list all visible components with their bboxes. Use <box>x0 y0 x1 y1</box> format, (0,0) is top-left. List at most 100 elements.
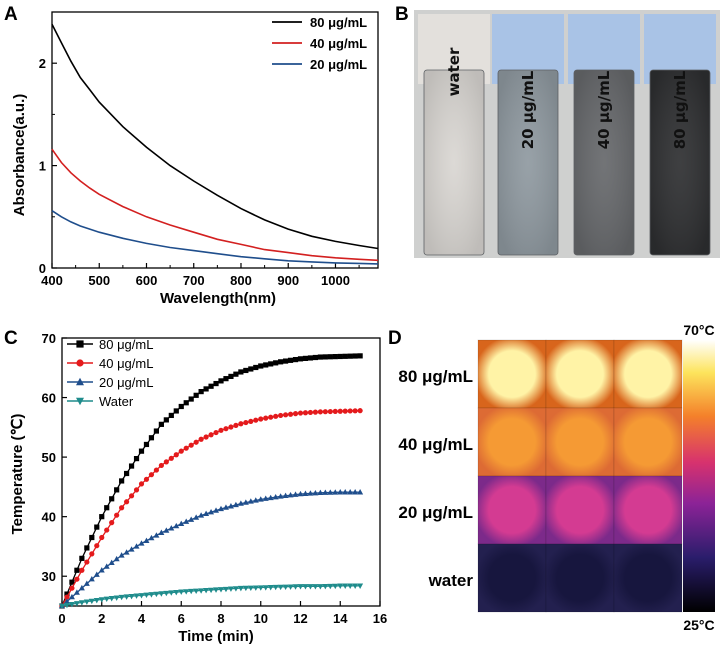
chart-c-series-3-point <box>78 600 85 606</box>
chart-c-series-3-point <box>357 583 364 589</box>
chart-c-series-0-point <box>178 403 184 410</box>
chart-a-legend-label: 80 μg/mL <box>310 15 367 30</box>
chart-c-series-3-point <box>247 585 254 592</box>
chart-c-series-1-point <box>203 434 209 440</box>
chart-c-series-2-point <box>78 584 85 591</box>
colorbar-min-label: 25°C <box>683 617 714 633</box>
chart-c-series-1-point <box>218 427 224 433</box>
vial-2-label: 40 μg/mL <box>595 70 613 149</box>
chart-c-legend-marker <box>76 397 84 406</box>
chart-c-series-3-point <box>312 584 319 590</box>
chart-c-series-3-point <box>262 585 269 591</box>
chart-c-series-2-point <box>332 489 339 495</box>
chart-c-series-2-point <box>113 555 120 562</box>
chart-c-series-1-point <box>193 439 199 445</box>
chart-c-series-2-point <box>292 491 299 497</box>
chart-c-series-3-point <box>347 583 354 589</box>
chart-c-series-1-point <box>282 412 289 418</box>
chart-c-series-2-point <box>337 489 344 495</box>
chart-c-series-1-point <box>148 472 155 478</box>
chart-c-series-1-point <box>104 527 110 533</box>
chart-c-series-0-point <box>138 448 145 454</box>
chart-c-legend-label: Water <box>99 394 134 409</box>
chart-c-series-0-point <box>203 386 209 392</box>
chart-c-series-0-point <box>253 364 259 371</box>
chart-c-series-0-point <box>153 428 160 434</box>
chart-c-series-0-point <box>148 435 155 441</box>
chart-c-series-1-point <box>168 455 174 461</box>
chart-c-xtick-label: 6 <box>178 611 185 626</box>
chart-c-series-0-point <box>292 356 299 363</box>
chart-c-series-1-point <box>273 413 279 419</box>
chart-c-series-1-point <box>302 410 309 416</box>
vial-1-label: 20 μg/mL <box>519 70 537 149</box>
chart-c-ytick-label: 50 <box>42 450 56 465</box>
chart-c-series-3-point <box>277 584 284 591</box>
chart-a-xtick-label: 900 <box>277 273 299 288</box>
chart-c-series-2-point <box>118 552 125 558</box>
chart-c-series-1-point <box>342 408 348 414</box>
chart-c-ylabel: Temperature (℃) <box>9 414 26 535</box>
chart-a-series-1 <box>51 148 379 262</box>
chart-c-xtick-label: 0 <box>58 611 65 626</box>
chart-c-series-0-point <box>243 367 249 374</box>
chart-c-series-3-point <box>68 602 75 608</box>
panel-d-thermal-image: 70°C 25°C 80 μg/mL 40 μg/mL 20 μg/mL water <box>398 322 715 633</box>
chart-c-series-3-point <box>282 584 289 590</box>
chart-c-series-2-point <box>252 497 259 503</box>
chart-c-series-0-point <box>158 421 164 427</box>
chart-c-series-0-point <box>337 353 343 360</box>
chart-c-series-1-point <box>188 442 194 448</box>
vial-3-glass <box>650 70 710 255</box>
chart-c-legend-label: 20 μg/mL <box>99 375 153 390</box>
chart-c-series-2-point <box>163 527 170 533</box>
chart-c-series-2-point <box>272 493 279 500</box>
chart-c-series-1-point <box>208 432 214 438</box>
chart-c-series-0-point <box>173 408 179 414</box>
chart-c-series-3-point <box>163 590 170 597</box>
chart-c-series-3-point <box>193 588 200 595</box>
thermal-cell-spot <box>614 340 682 408</box>
chart-c-series-3-point <box>227 586 234 592</box>
chart-c-series-0-point <box>278 359 284 365</box>
chart-c-series-3-point <box>287 584 294 590</box>
chart-c-series-3-point <box>218 587 224 593</box>
chart-c-ytick-label: 60 <box>42 391 56 406</box>
chart-c-series-2-point <box>108 559 115 566</box>
chart-c-series-2-point <box>188 516 195 522</box>
chart-c-series-0-point <box>168 412 174 419</box>
thermal-cell-spot <box>478 408 546 476</box>
chart-c-series-1-point <box>183 445 189 451</box>
chart-c-series-0-point <box>258 363 264 369</box>
chart-c-xtick-label: 16 <box>373 611 387 626</box>
panel-letter-c: C <box>4 328 18 349</box>
chart-c-series-2-point <box>63 598 70 604</box>
thermal-row-label: 20 μg/mL <box>398 503 473 522</box>
chart-c-series-0-point <box>357 353 363 359</box>
chart-c-series-3-point <box>173 589 180 596</box>
chart-c-series-0-point <box>128 463 135 469</box>
chart-c-series-2-point <box>103 563 110 569</box>
chart-c-series-2-point <box>282 492 289 499</box>
chart-c-series-2-point <box>327 489 334 495</box>
chart-c-series-2-point <box>73 589 80 595</box>
chart-c-xtick-label: 2 <box>98 611 105 626</box>
chart-c-series-0-point <box>119 478 125 484</box>
chart-c-temperature: Temperature (℃) Time (min) 0 2 4 6 8 10 12 14 16… <box>9 331 387 645</box>
chart-c-series-0-point <box>268 361 274 367</box>
chart-c-series-3-point <box>198 588 205 594</box>
chart-c-xtick-label: 14 <box>333 611 348 626</box>
chart-c-series-3-point <box>143 592 150 599</box>
chart-a-series-2 <box>51 210 379 265</box>
chart-c-series-2-point <box>98 567 105 573</box>
chart-c-series-2-point <box>148 534 155 541</box>
chart-c-series-1-point <box>347 408 353 414</box>
chart-c-series-3-point <box>88 598 95 605</box>
chart-a-series-0 <box>51 23 379 250</box>
chart-c-series-3-point <box>252 585 259 591</box>
chart-c-series-2-point <box>277 493 284 499</box>
chart-c-series-2-point <box>352 489 359 495</box>
chart-c-series-2-point <box>347 489 354 495</box>
thermal-row-label: 40 μg/mL <box>398 435 473 454</box>
chart-c-series-3-point <box>128 593 135 600</box>
